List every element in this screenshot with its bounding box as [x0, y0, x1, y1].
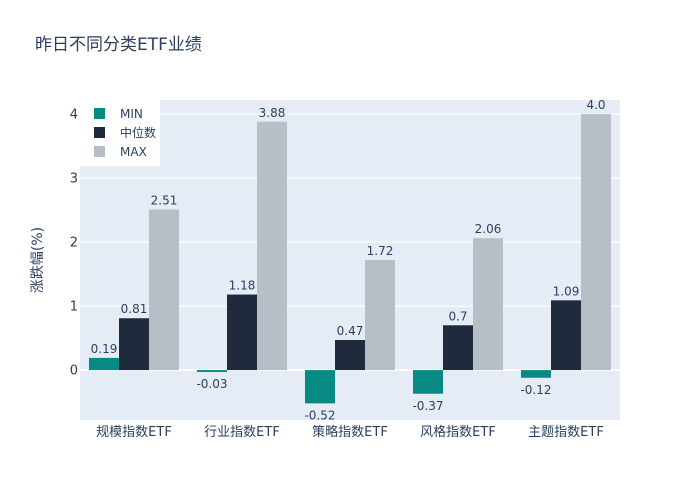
x-tick-label: 规模指数ETF — [96, 425, 172, 440]
data-label: 2.06 — [475, 222, 502, 236]
y-tick-label: 3 — [70, 172, 78, 187]
x-tick-label: 策略指数ETF — [312, 424, 388, 440]
data-label: 0.81 — [121, 302, 148, 316]
data-label: -0.37 — [412, 399, 443, 413]
bar-MIN-4[interactable] — [521, 370, 551, 378]
legend-swatch — [94, 108, 105, 119]
legend-box — [80, 100, 160, 166]
bar-MAX-2[interactable] — [365, 260, 395, 371]
bar-中位数-1[interactable] — [227, 294, 257, 371]
data-label: -0.03 — [196, 377, 227, 391]
data-label: 2.51 — [151, 193, 178, 207]
bar-MAX-3[interactable] — [473, 238, 503, 371]
y-tick-label: 2 — [70, 236, 78, 251]
bar-MIN-0[interactable] — [89, 357, 119, 371]
bar-中位数-0[interactable] — [119, 318, 149, 371]
data-label: 1.18 — [229, 279, 256, 293]
legend[interactable]: MIN 中位数 MAX — [80, 100, 160, 166]
chart-title: 昨日不同分类ETF业绩 — [35, 35, 202, 55]
legend-item[interactable]: MIN — [120, 107, 143, 121]
y-axis: 0 1 2 3 4 — [70, 108, 78, 379]
data-label: 0.7 — [448, 309, 467, 323]
data-label: 1.72 — [367, 244, 394, 258]
data-label: 3.88 — [259, 106, 286, 120]
bar-中位数-2[interactable] — [335, 340, 365, 371]
data-label: 1.09 — [553, 284, 580, 298]
bar-MAX-1[interactable] — [257, 121, 287, 371]
x-axis: 规模指数ETF 行业指数ETF 策略指数ETF 风格指数ETF 主题指数ETF — [96, 424, 604, 440]
y-axis-title: 涨跌幅(%) — [30, 227, 46, 293]
y-tick-label: 1 — [70, 300, 78, 315]
data-labels: 0.19 0.81 2.51 -0.03 1.18 3.88 -0.52 0.47 1.72 -0… — [91, 98, 606, 422]
bars — [89, 114, 611, 404]
y-tick-label: 4 — [70, 108, 78, 123]
legend-item[interactable]: MAX — [120, 145, 147, 159]
data-label: -0.12 — [520, 383, 551, 397]
legend-swatch — [94, 146, 105, 157]
bar-中位数-3[interactable] — [443, 325, 473, 371]
legend-item[interactable]: 中位数 — [120, 125, 156, 140]
bar-中位数-4[interactable] — [551, 300, 581, 371]
bar-MIN-1[interactable] — [197, 370, 227, 372]
data-label: 4.0 — [586, 98, 605, 112]
x-tick-label: 行业指数ETF — [204, 425, 280, 440]
bar-MAX-0[interactable] — [149, 209, 179, 371]
bar-MIN-2[interactable] — [305, 370, 335, 404]
data-label: 0.19 — [91, 342, 118, 356]
data-label: -0.52 — [304, 408, 335, 422]
x-tick-label: 风格指数ETF — [420, 424, 496, 440]
legend-swatch — [94, 127, 105, 138]
x-tick-label: 主题指数ETF — [528, 425, 604, 440]
y-tick-label: 0 — [70, 364, 78, 379]
data-label: 0.47 — [337, 324, 364, 338]
bar-MAX-4[interactable] — [581, 114, 611, 371]
bar-MIN-3[interactable] — [413, 370, 443, 394]
